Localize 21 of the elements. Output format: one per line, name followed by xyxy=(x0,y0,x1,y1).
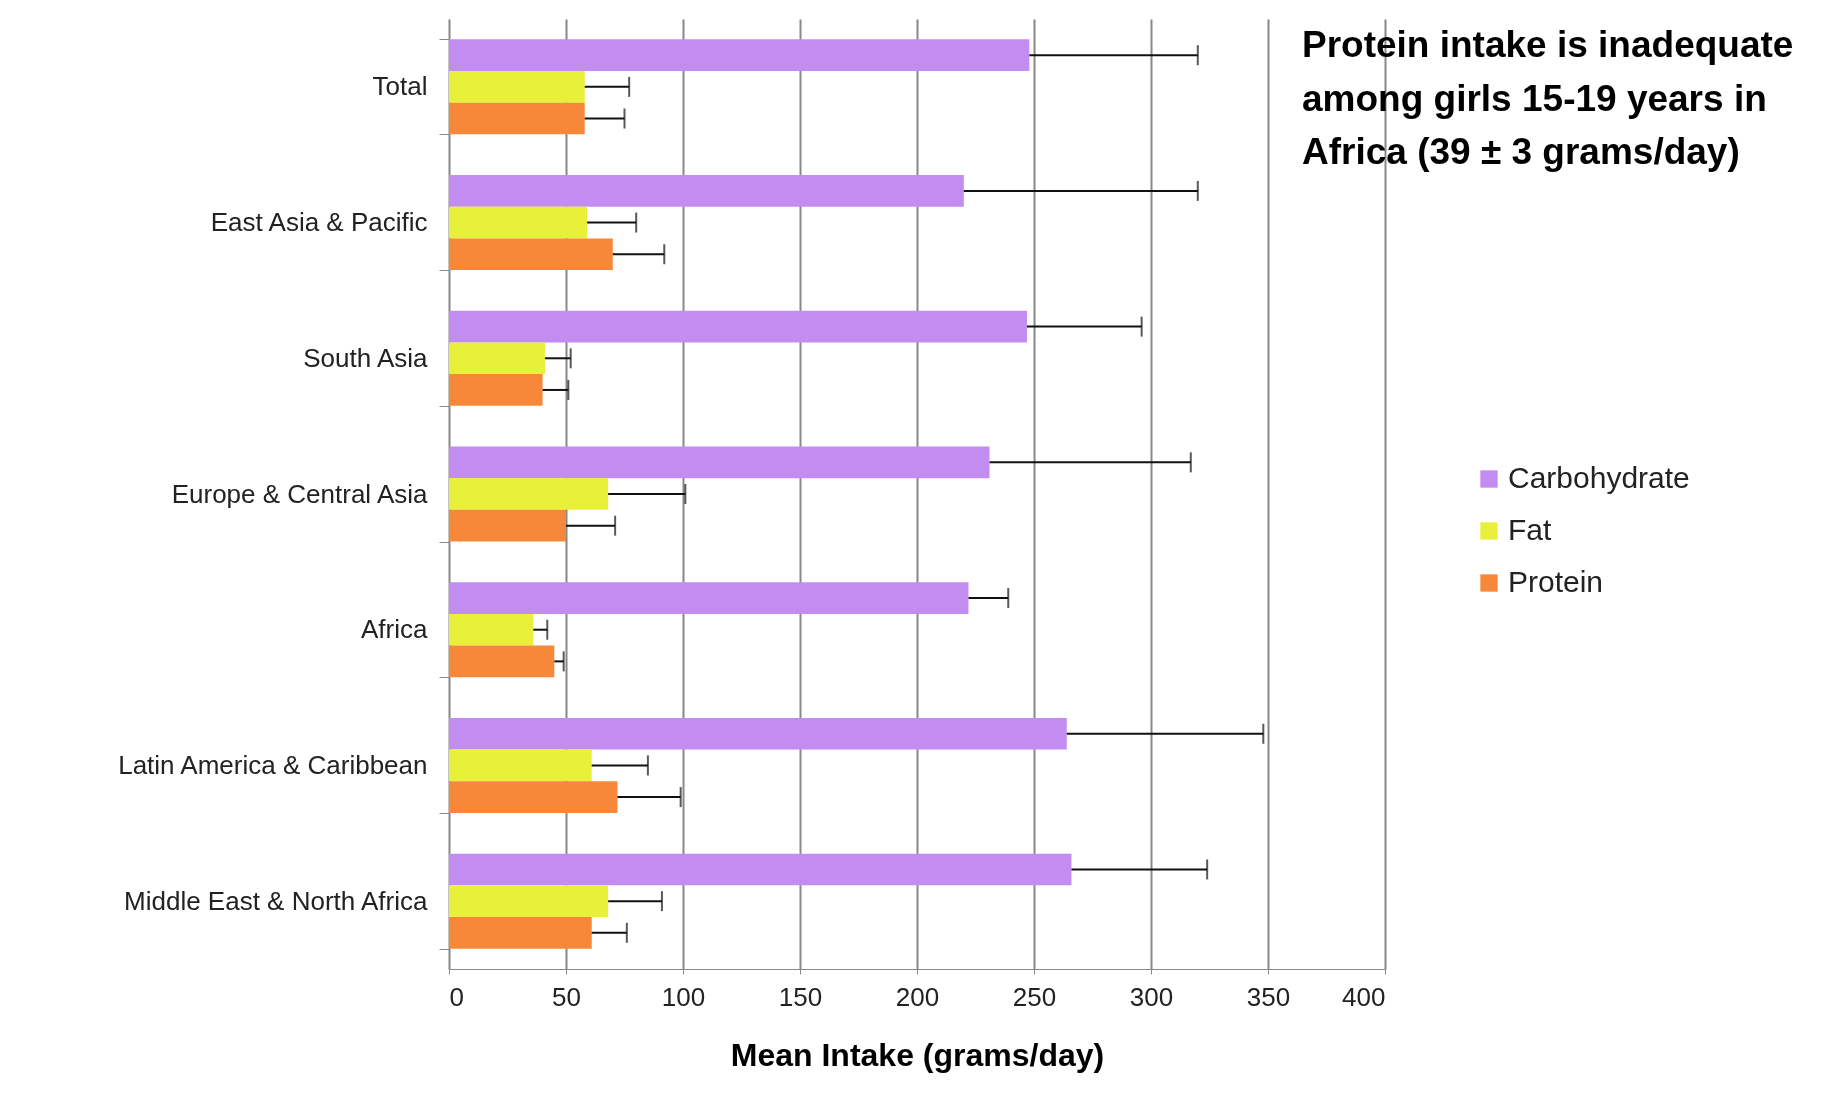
y-tick-label: Africa xyxy=(361,614,429,645)
legend-label: Protein xyxy=(1508,565,1604,598)
y-tick-label: Latin America & Caribbean xyxy=(118,749,428,780)
x-tick-label: 350 xyxy=(1246,981,1291,1012)
y-tick-label: Total xyxy=(372,71,428,102)
x-tick-label: 0 xyxy=(449,981,464,1012)
y-tick-label: Middle East & North Africa xyxy=(124,885,429,916)
y-tick-label: East Asia & Pacific xyxy=(210,207,428,238)
x-tick-label: 400 xyxy=(1342,981,1386,1012)
annotation: Protein intake is inadequate among girls 15-19 years in Africa (39 ± 3 grams/day) xyxy=(1302,23,1795,175)
y-tick-label: South Asia xyxy=(303,342,429,373)
legend-label: Fat xyxy=(1508,513,1553,546)
y-tick-label: Europe & Central Asia xyxy=(171,478,429,509)
x-tick-label: 50 xyxy=(552,981,581,1012)
x-tick-label: 250 xyxy=(1012,981,1057,1012)
x-tick-label: 200 xyxy=(895,981,940,1012)
legend-label: Carbohydrate xyxy=(1508,461,1690,494)
x-axis-title: Mean Intake (grams/day) xyxy=(730,1036,1105,1073)
x-tick-label: 150 xyxy=(778,981,823,1012)
x-tick-label: 300 xyxy=(1129,981,1174,1012)
x-tick-label: 100 xyxy=(661,981,706,1012)
